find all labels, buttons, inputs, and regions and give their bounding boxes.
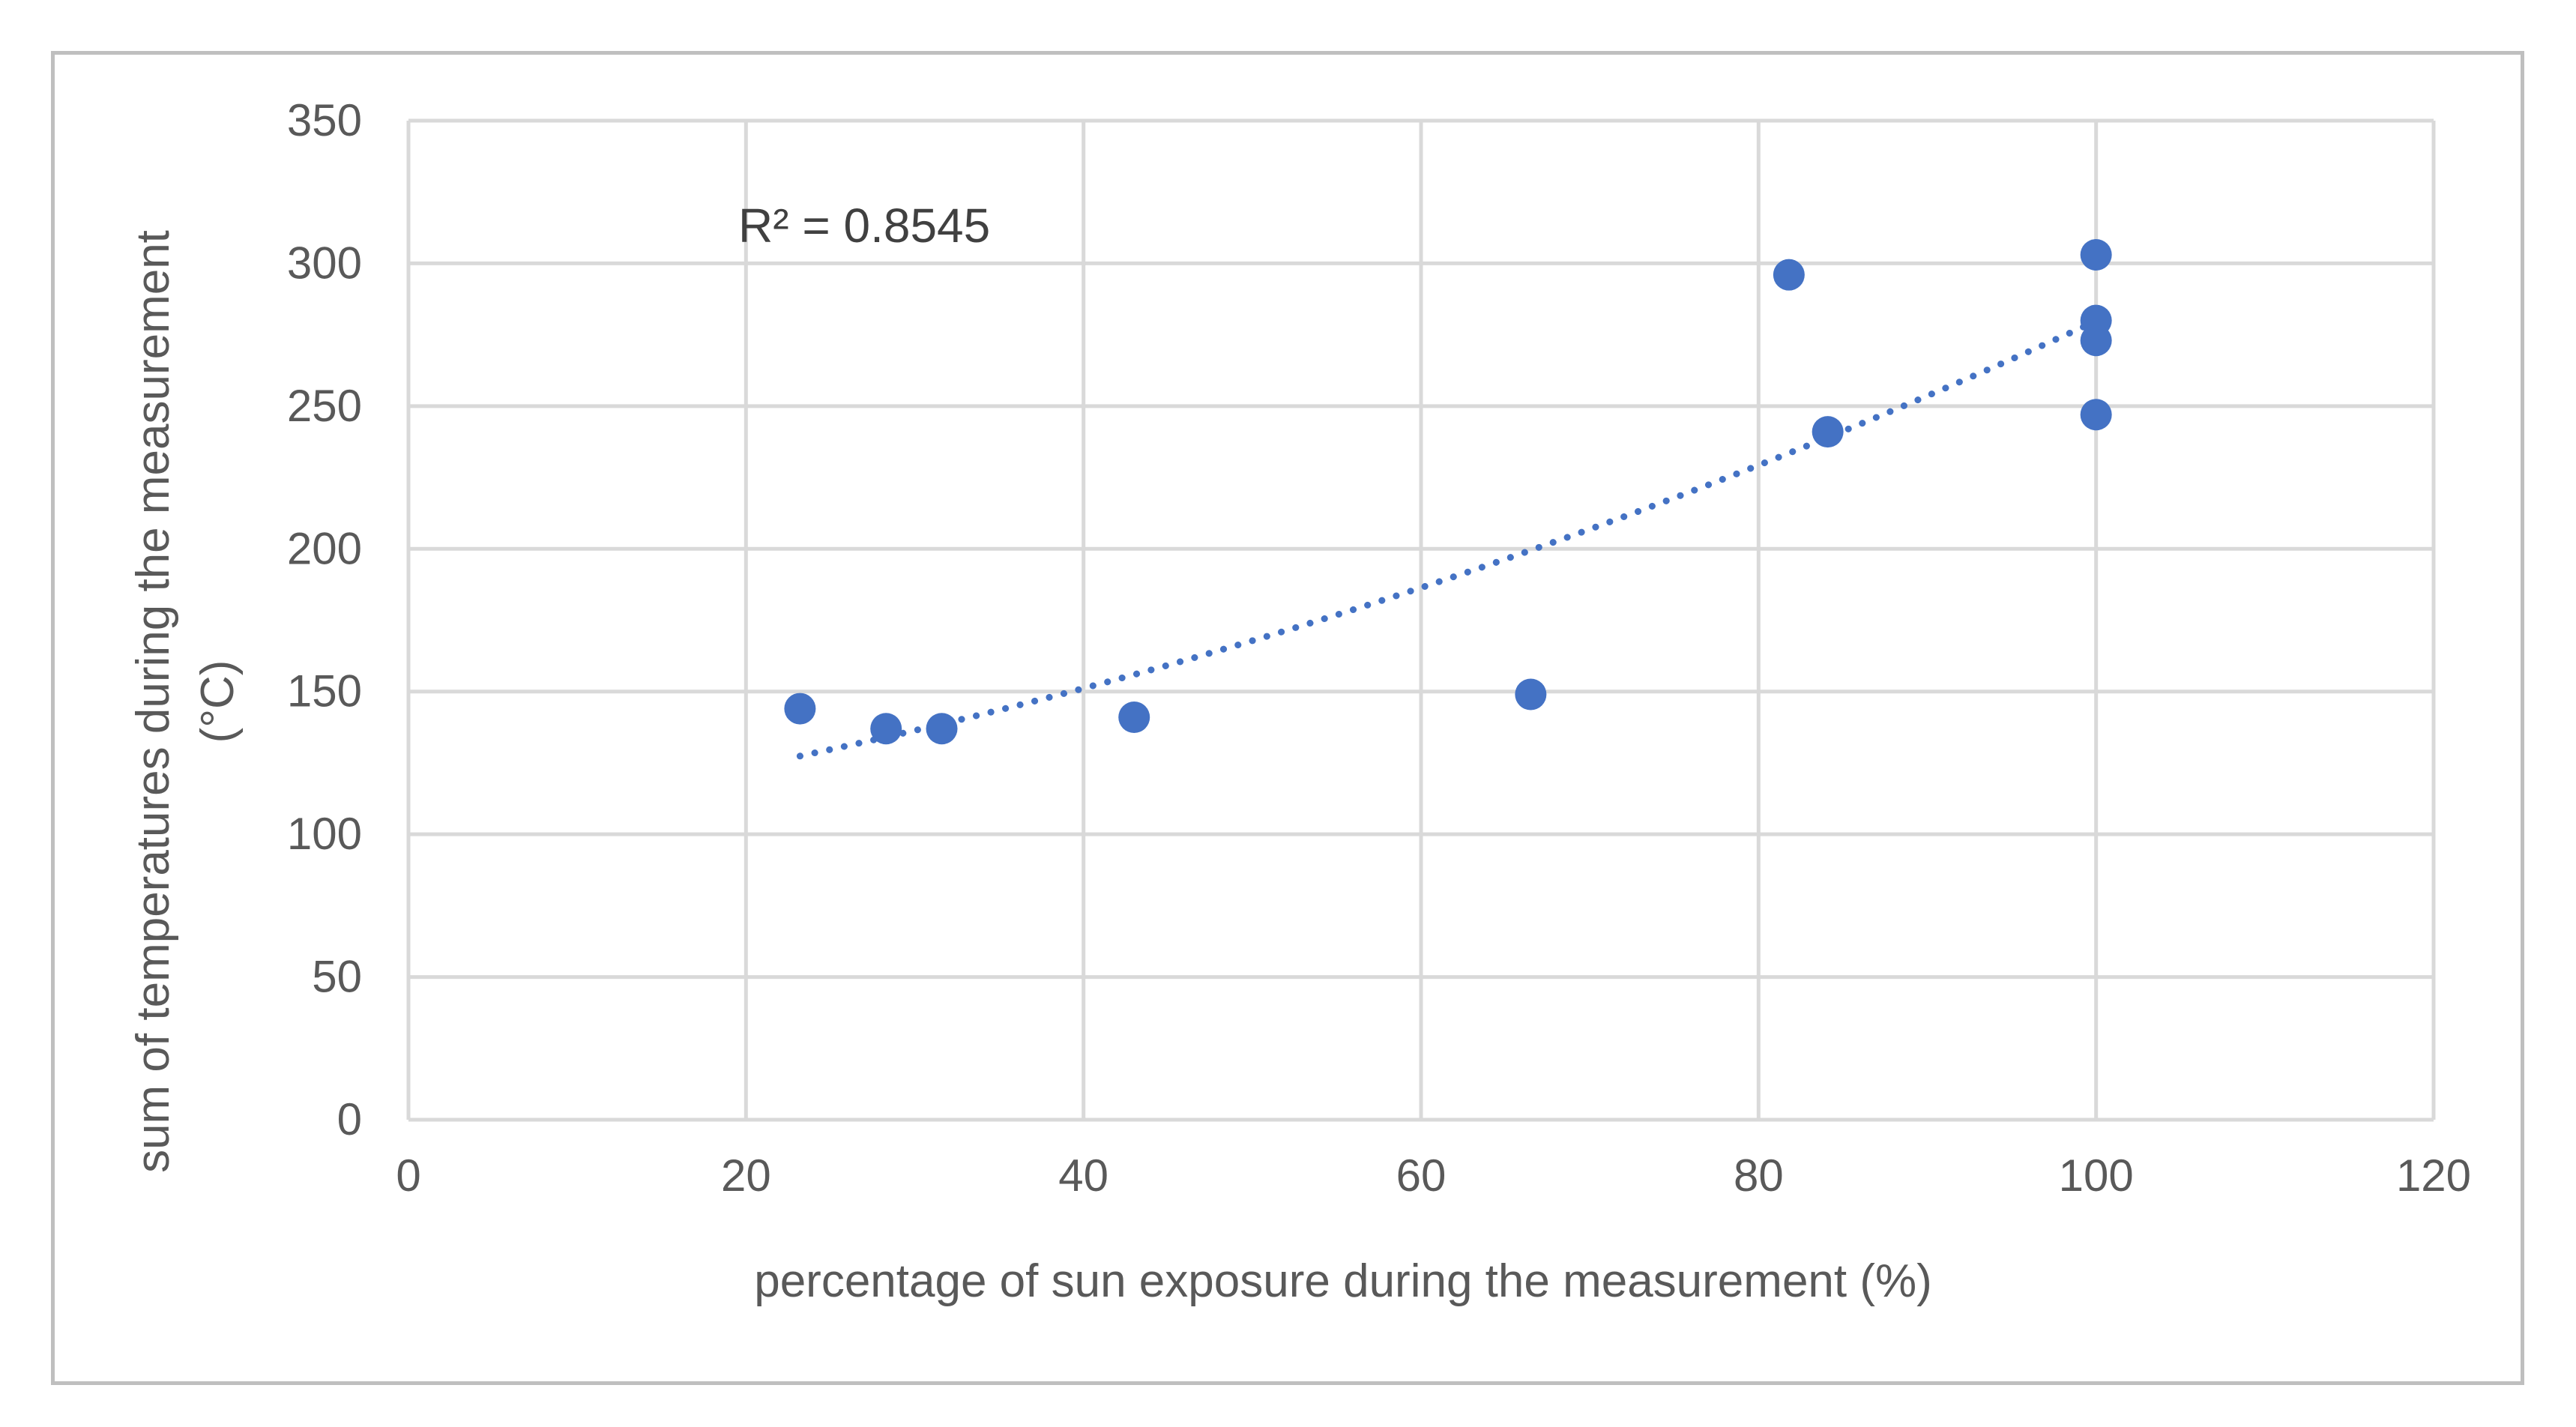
y-tick-label: 200 xyxy=(287,523,362,573)
data-point xyxy=(926,713,958,745)
data-point xyxy=(1118,701,1150,733)
data-point xyxy=(2080,239,2112,271)
grid-lines xyxy=(406,118,2436,1122)
data-point xyxy=(2080,399,2112,431)
data-point xyxy=(1812,416,1844,448)
y-tick-label: 50 xyxy=(312,952,362,1002)
x-tick-label: 100 xyxy=(2059,1150,2134,1201)
data-point xyxy=(2080,325,2112,357)
tick-labels: 0 50 100 150 200 250 300 350 0 20 40 60 80 100 120 xyxy=(287,95,2471,1201)
data-point xyxy=(870,713,902,745)
x-axis-title: percentage of sun exposure during the me… xyxy=(754,1255,1932,1307)
x-tick-label: 80 xyxy=(1734,1150,1784,1201)
chart-frame xyxy=(51,51,2524,1385)
x-tick-label: 60 xyxy=(1396,1150,1447,1201)
y-axis-title-line1: sum of temperatures during the measureme… xyxy=(127,230,179,1173)
y-axis-title-line2: (°C) xyxy=(192,660,244,743)
x-tick-label: 20 xyxy=(721,1150,771,1201)
y-tick-label: 0 xyxy=(337,1094,362,1144)
x-tick-label: 0 xyxy=(396,1150,420,1201)
x-tick-label: 40 xyxy=(1058,1150,1108,1201)
data-point xyxy=(1515,678,1547,711)
data-point xyxy=(784,693,816,725)
r-squared-label: R² = 0.8545 xyxy=(738,199,990,253)
data-points xyxy=(784,239,2112,745)
y-tick-label: 100 xyxy=(287,809,362,859)
y-tick-label: 300 xyxy=(287,238,362,288)
data-point xyxy=(1773,259,1805,291)
y-tick-label: 250 xyxy=(287,381,362,431)
y-tick-label: 150 xyxy=(287,666,362,716)
x-tick-label: 120 xyxy=(2396,1150,2471,1201)
y-tick-label: 350 xyxy=(287,95,362,145)
